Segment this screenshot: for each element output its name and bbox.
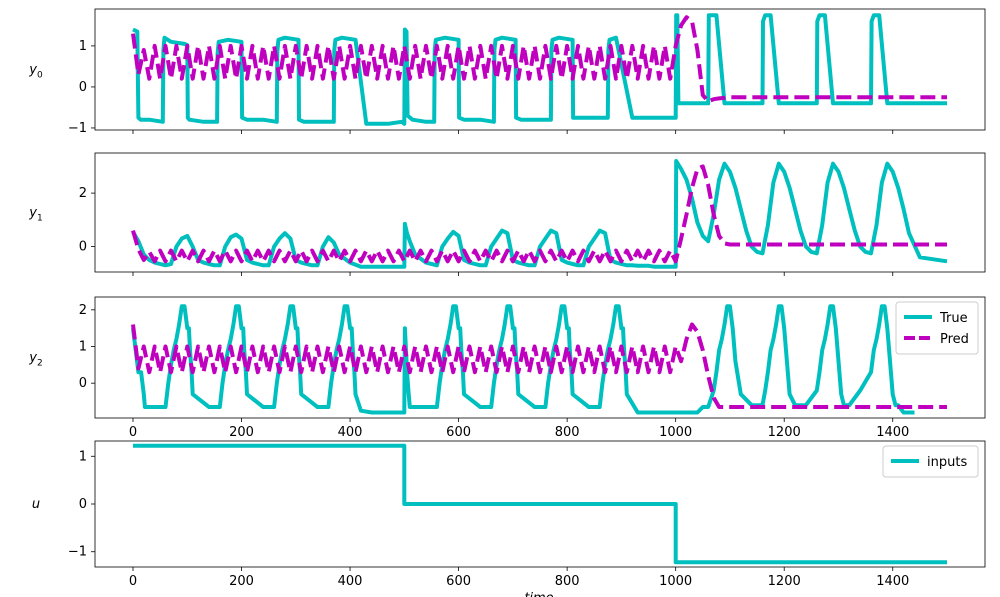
subplot-0: −1 0 1 y0 xyxy=(28,8,986,136)
x-tick-label: 200 xyxy=(229,425,254,440)
x-tick-label: 600 xyxy=(446,425,471,440)
y-tick-label: 1 xyxy=(79,449,87,464)
axes-frame xyxy=(94,152,986,273)
x-tick-label: 400 xyxy=(338,574,363,589)
x-tick-label: 600 xyxy=(446,574,471,589)
y-tick-label: 1 xyxy=(79,340,87,355)
series-line-true xyxy=(132,13,947,126)
series-line-true xyxy=(131,159,948,269)
x-axis-label: time xyxy=(524,591,553,597)
y-axis-label: u xyxy=(32,497,40,512)
y-axis-label: y2 xyxy=(28,351,42,369)
subplot-3: −1 0 1 0 200 400 600 800 1000 1200 1400 u inputs xyxy=(32,440,986,589)
subplot-1: 0 2 y1 xyxy=(28,152,986,276)
x-tick-label: 800 xyxy=(555,425,580,440)
y-axis-label: y1 xyxy=(28,206,42,224)
subplot-2: 0 1 2 0 200 400 600 800 1000 1200 1400 y2 True Pred xyxy=(28,296,986,440)
y-tick-label: 1 xyxy=(79,39,87,54)
legend-label-true: True xyxy=(939,311,968,326)
y-tick-label: −1 xyxy=(68,121,87,136)
x-tick-label: 400 xyxy=(338,425,363,440)
x-tick-label: 1000 xyxy=(659,574,692,589)
y-tick-label: 0 xyxy=(79,497,87,512)
legend-label-pred: Pred xyxy=(940,332,969,347)
x-tick-label: 0 xyxy=(129,574,137,589)
y-tick-label: 0 xyxy=(79,80,87,95)
y-tick-label: −1 xyxy=(68,545,87,560)
series-line-pred xyxy=(131,15,947,104)
legend-box xyxy=(882,445,979,478)
x-tick-label: 0 xyxy=(129,425,137,440)
x-tick-label: 1400 xyxy=(876,425,909,440)
x-tick-label: 1200 xyxy=(768,425,801,440)
x-tick-label: 1400 xyxy=(876,574,909,589)
y-tick-label: 0 xyxy=(79,376,87,391)
axes-frame xyxy=(94,8,986,131)
y-axis-label: y0 xyxy=(28,63,43,81)
y-tick-label: 2 xyxy=(79,303,87,318)
legend-label-inputs: inputs xyxy=(927,455,967,470)
x-tick-label: 1000 xyxy=(659,425,692,440)
x-tick-label: 200 xyxy=(229,574,254,589)
axes-frame xyxy=(94,296,986,419)
legend: inputs xyxy=(882,445,979,478)
y-tick-label: 2 xyxy=(79,186,87,201)
legend: True Pred xyxy=(895,301,979,355)
y-tick-label: 0 xyxy=(79,240,87,255)
series-line-pred xyxy=(131,322,947,409)
series-line-pred xyxy=(131,164,947,264)
series-line-inputs xyxy=(133,443,947,565)
series-line-true xyxy=(131,304,915,415)
x-tick-label: 1200 xyxy=(768,574,801,589)
x-tick-label: 800 xyxy=(555,574,580,589)
